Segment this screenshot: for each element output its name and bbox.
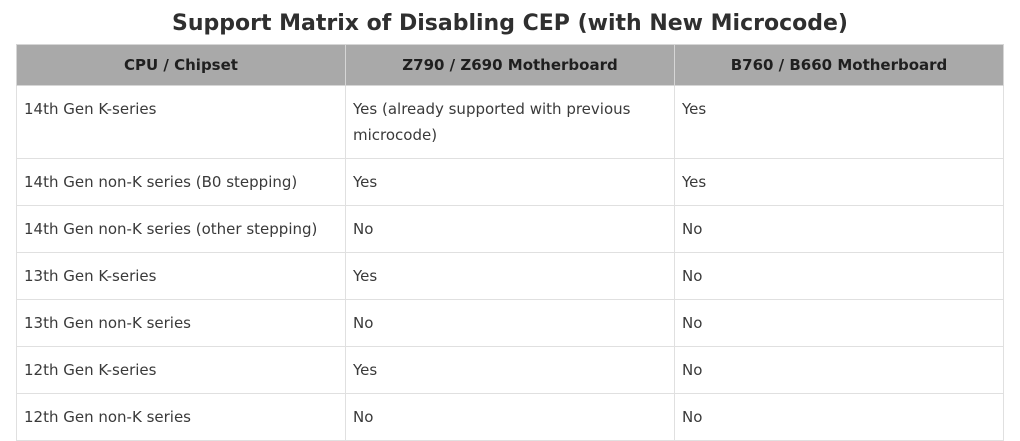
z790-z690-cell: Yes	[345, 158, 675, 206]
column-header-cpu-chipset: CPU / Chipset	[16, 44, 346, 86]
z790-z690-cell: Yes (already supported with previous mic…	[345, 85, 675, 159]
b760-b660-cell: Yes	[674, 158, 1004, 206]
cpu-cell: 12th Gen non-K series	[16, 393, 346, 441]
table-row: 12th Gen non-K series No No	[16, 393, 1004, 441]
page-title: Support Matrix of Disabling CEP (with Ne…	[172, 11, 848, 36]
z790-z690-cell: No	[345, 299, 675, 347]
cpu-cell: 13th Gen K-series	[16, 252, 346, 300]
table-header-row: CPU / Chipset Z790 / Z690 Motherboard B7…	[16, 44, 1004, 86]
z790-z690-cell: No	[345, 393, 675, 441]
table-row: 14th Gen non-K series (B0 stepping) Yes …	[16, 158, 1004, 206]
support-matrix-table: CPU / Chipset Z790 / Z690 Motherboard B7…	[16, 44, 1004, 441]
cpu-cell: 14th Gen non-K series (B0 stepping)	[16, 158, 346, 206]
b760-b660-cell: No	[674, 299, 1004, 347]
b760-b660-cell: No	[674, 252, 1004, 300]
cpu-cell: 12th Gen K-series	[16, 346, 346, 394]
b760-b660-cell: Yes	[674, 85, 1004, 159]
column-header-z790-z690: Z790 / Z690 Motherboard	[345, 44, 675, 86]
cpu-cell: 14th Gen K-series	[16, 85, 346, 159]
table-row: 13th Gen K-series Yes No	[16, 252, 1004, 300]
b760-b660-cell: No	[674, 346, 1004, 394]
z790-z690-cell: Yes	[345, 346, 675, 394]
b760-b660-cell: No	[674, 393, 1004, 441]
column-header-b760-b660: B760 / B660 Motherboard	[674, 44, 1004, 86]
z790-z690-cell: No	[345, 205, 675, 253]
z790-z690-cell: Yes	[345, 252, 675, 300]
table-row: 14th Gen K-series Yes (already supported…	[16, 85, 1004, 159]
table-row: 13th Gen non-K series No No	[16, 299, 1004, 347]
table-row: 12th Gen K-series Yes No	[16, 346, 1004, 394]
cpu-cell: 14th Gen non-K series (other stepping)	[16, 205, 346, 253]
cpu-cell: 13th Gen non-K series	[16, 299, 346, 347]
b760-b660-cell: No	[674, 205, 1004, 253]
table-row: 14th Gen non-K series (other stepping) N…	[16, 205, 1004, 253]
